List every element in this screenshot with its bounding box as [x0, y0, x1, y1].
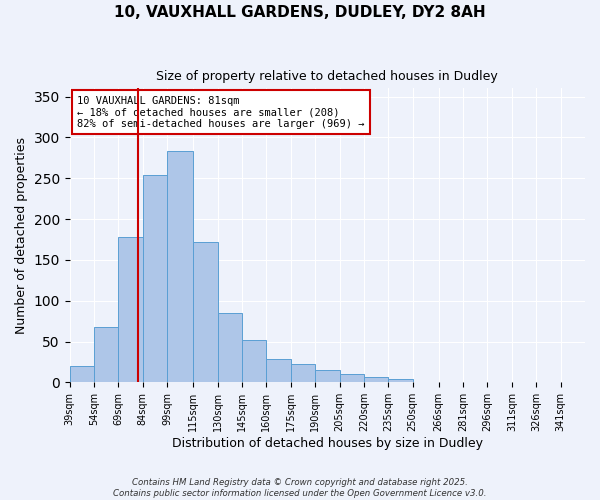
Text: Contains HM Land Registry data © Crown copyright and database right 2025.
Contai: Contains HM Land Registry data © Crown c…	[113, 478, 487, 498]
Bar	[193, 242, 218, 382]
Bar	[167, 151, 193, 382]
Bar	[340, 374, 364, 382]
Bar	[291, 364, 315, 382]
Text: 10, VAUXHALL GARDENS, DUDLEY, DY2 8AH: 10, VAUXHALL GARDENS, DUDLEY, DY2 8AH	[114, 5, 486, 20]
Bar	[315, 370, 340, 382]
Bar	[364, 376, 388, 382]
Bar	[218, 313, 242, 382]
Bar	[388, 379, 413, 382]
X-axis label: Distribution of detached houses by size in Dudley: Distribution of detached houses by size …	[172, 437, 483, 450]
Bar	[242, 340, 266, 382]
Bar	[94, 327, 118, 382]
Title: Size of property relative to detached houses in Dudley: Size of property relative to detached ho…	[157, 70, 498, 83]
Text: 10 VAUXHALL GARDENS: 81sqm
← 18% of detached houses are smaller (208)
82% of sem: 10 VAUXHALL GARDENS: 81sqm ← 18% of deta…	[77, 96, 365, 129]
Bar	[118, 237, 143, 382]
Bar	[266, 358, 291, 382]
Y-axis label: Number of detached properties: Number of detached properties	[15, 137, 28, 334]
Bar	[70, 366, 94, 382]
Bar	[143, 175, 167, 382]
